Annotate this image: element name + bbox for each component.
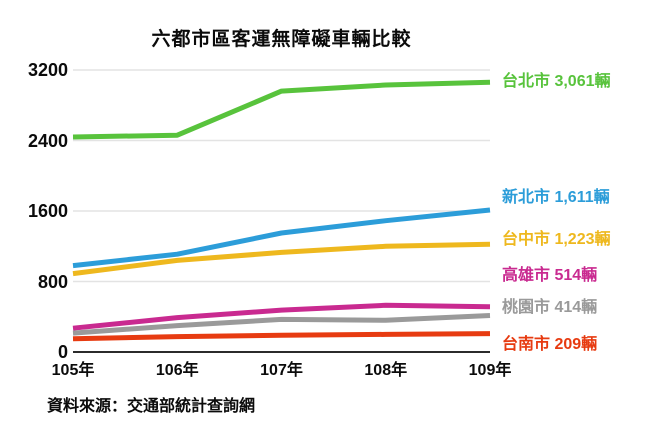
y-tick-label: 800 [37, 271, 68, 292]
series-end-label-taoyuan: 桃園市 414輛 [502, 299, 598, 316]
series-end-label-kaohsiung: 高雄市 514輛 [502, 267, 598, 284]
y-tick-label: 3200 [27, 60, 68, 80]
chart-title: 六都市區客運無障礙車輛比較 [151, 29, 412, 50]
x-tick-label: 105年 [51, 362, 95, 379]
series-end-label-tainan: 台南市 209輛 [502, 336, 598, 353]
series-line-kaohsiung [72, 302, 491, 331]
series-line-taichung [72, 241, 491, 277]
x-tick-label: 109年 [468, 362, 512, 379]
y-tick-label: 1600 [27, 201, 68, 221]
x-tick-label: 108年 [364, 362, 408, 379]
series-line-new-taipei [72, 207, 491, 269]
series-end-label-taipei: 台北市 3,061輛 [502, 73, 611, 90]
y-tick-label: 0 [57, 342, 68, 362]
y-tick-label: 2400 [27, 130, 68, 151]
series-line-taipei [72, 79, 491, 140]
source-note: 資料來源：交通部統計查詢網 [47, 398, 256, 415]
series-line-taoyuan [72, 313, 491, 336]
series-end-label-new-taipei: 新北市 1,611輛 [502, 189, 610, 206]
x-tick-label: 107年 [260, 362, 303, 379]
series-end-label-taichung: 台中市 1,223輛 [502, 231, 611, 248]
x-tick-label: 106年 [155, 362, 199, 379]
series-line-tainan [72, 331, 491, 342]
